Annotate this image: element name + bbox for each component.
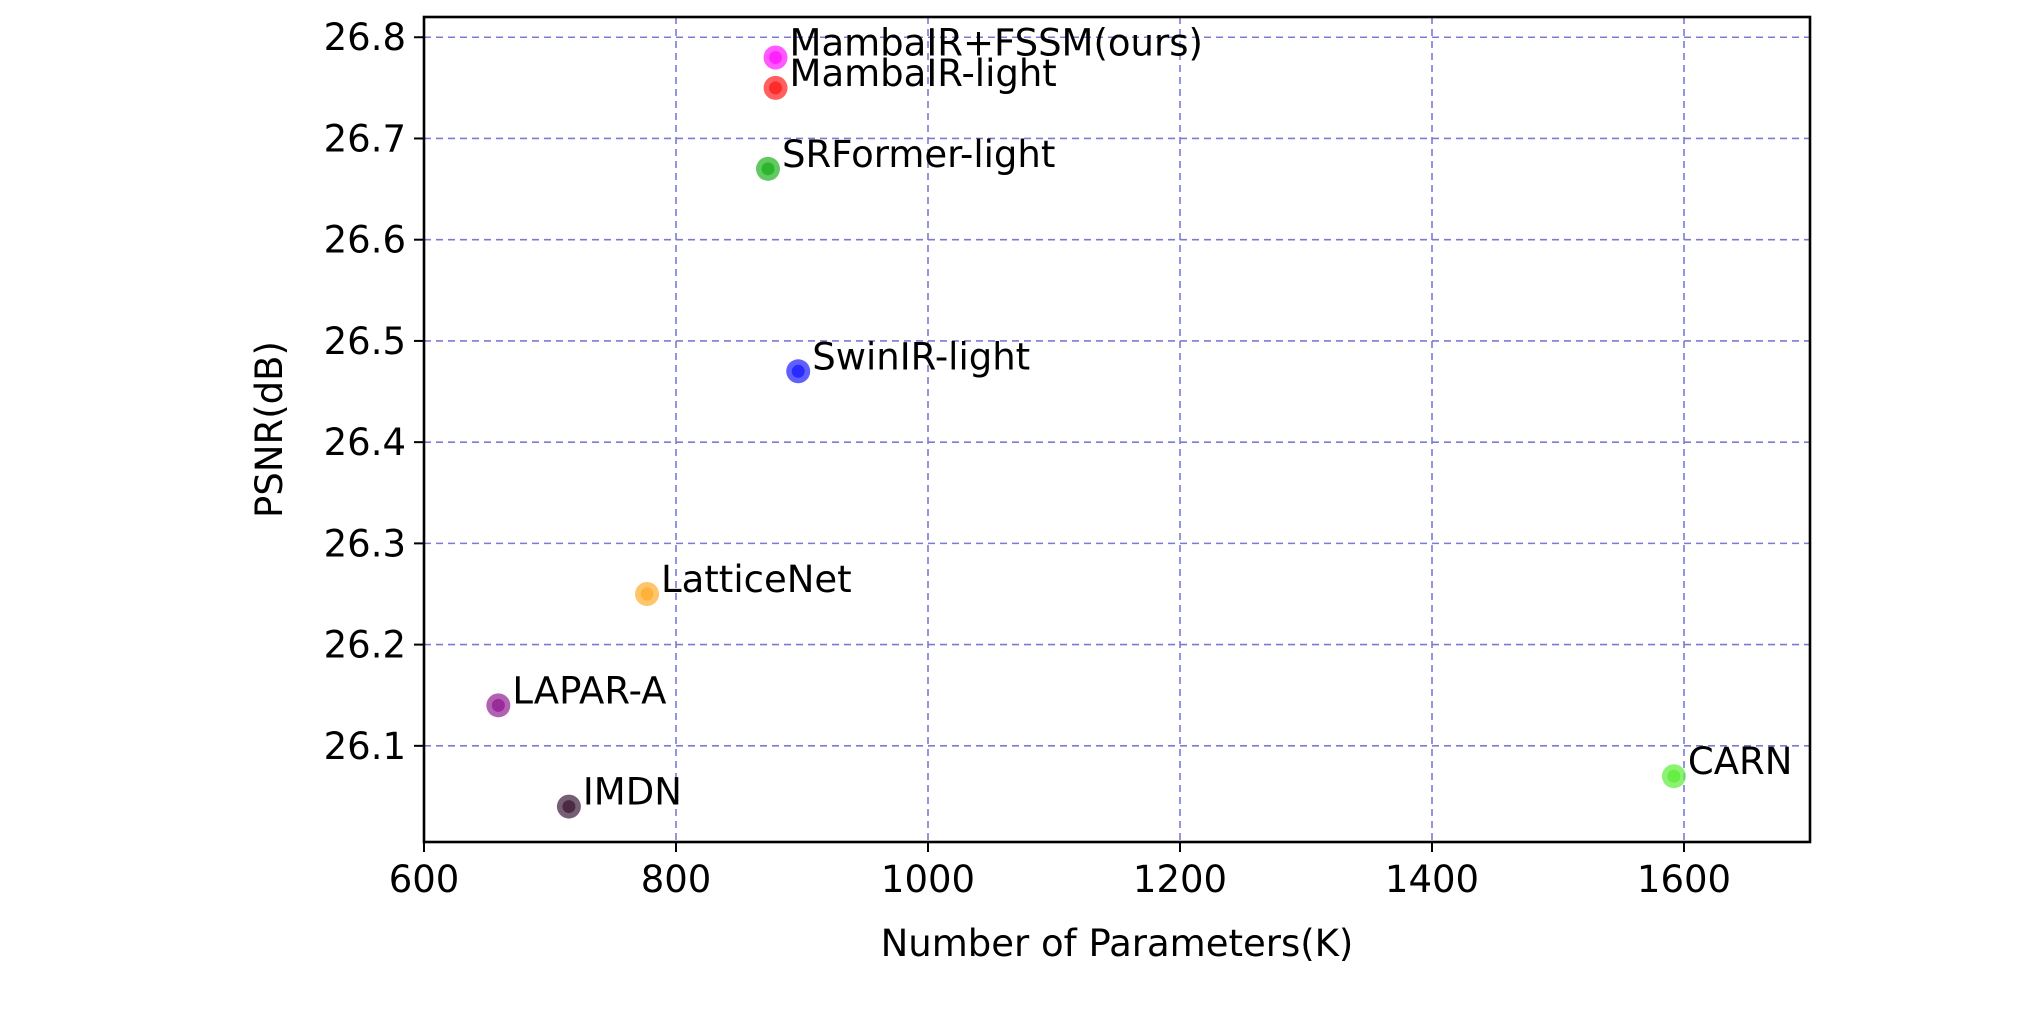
- point-label: CARN: [1688, 740, 1793, 783]
- x-axis-label: Number of Parameters(K): [881, 922, 1354, 965]
- y-tick-label: 26.4: [324, 421, 406, 464]
- y-tick-label: 26.7: [324, 117, 406, 160]
- scatter-point-core: [640, 587, 654, 601]
- data-points: [486, 45, 1686, 819]
- scatter-point: [556, 794, 581, 819]
- scatter-point: [763, 45, 788, 70]
- x-tick-label: 1000: [881, 858, 975, 901]
- y-tick-label: 26.1: [324, 725, 406, 768]
- y-tick-label: 26.2: [324, 624, 406, 667]
- point-label: SRFormer-light: [782, 133, 1055, 176]
- scatter-point: [635, 581, 660, 606]
- x-tick-label: 1400: [1385, 858, 1479, 901]
- y-tick-label: 26.5: [324, 320, 406, 363]
- x-tick-label: 1600: [1637, 858, 1731, 901]
- scatter-point-core: [761, 162, 775, 176]
- point-label: LAPAR-A: [512, 669, 666, 712]
- axis-ticks: 600 800 1000 1200 1400 1600 26.1 26.2 26.3 26.4 26…: [324, 16, 1731, 901]
- point-labels: MambaIR+FSSM(ours)MambaIR-light SRFormer-…: [512, 21, 1792, 813]
- scatter-point-core: [769, 50, 783, 64]
- scatter-point-core: [769, 81, 783, 95]
- x-tick-label: 1200: [1133, 858, 1227, 901]
- x-tick-label: 600: [389, 858, 460, 901]
- point-label: IMDN: [583, 771, 682, 814]
- scatter-point: [755, 156, 780, 181]
- scatter-point-core: [562, 800, 576, 814]
- y-axis-label: PSNR(dB): [248, 341, 291, 518]
- scatter-point: [763, 75, 788, 100]
- point-label: LatticeNet: [661, 558, 852, 601]
- scatter-point: [486, 693, 511, 718]
- y-tick-label: 26.8: [324, 16, 406, 59]
- grid-lines: [423, 17, 1810, 842]
- y-tick-label: 26.6: [324, 219, 406, 262]
- scatter-point-core: [1667, 769, 1681, 783]
- axes-frame: [422, 15, 1812, 844]
- point-label: MambaIR+FSSM(ours): [790, 21, 1203, 64]
- scatter-point-core: [791, 364, 805, 378]
- x-tick-label: 800: [641, 858, 712, 901]
- scatter-point-core: [491, 698, 505, 712]
- point-label: MambaIR-light: [790, 52, 1057, 95]
- scatter-point: [786, 359, 811, 384]
- point-label: SwinIR-light: [812, 335, 1030, 378]
- scatter-point: [1661, 764, 1686, 789]
- y-tick-label: 26.3: [324, 522, 406, 565]
